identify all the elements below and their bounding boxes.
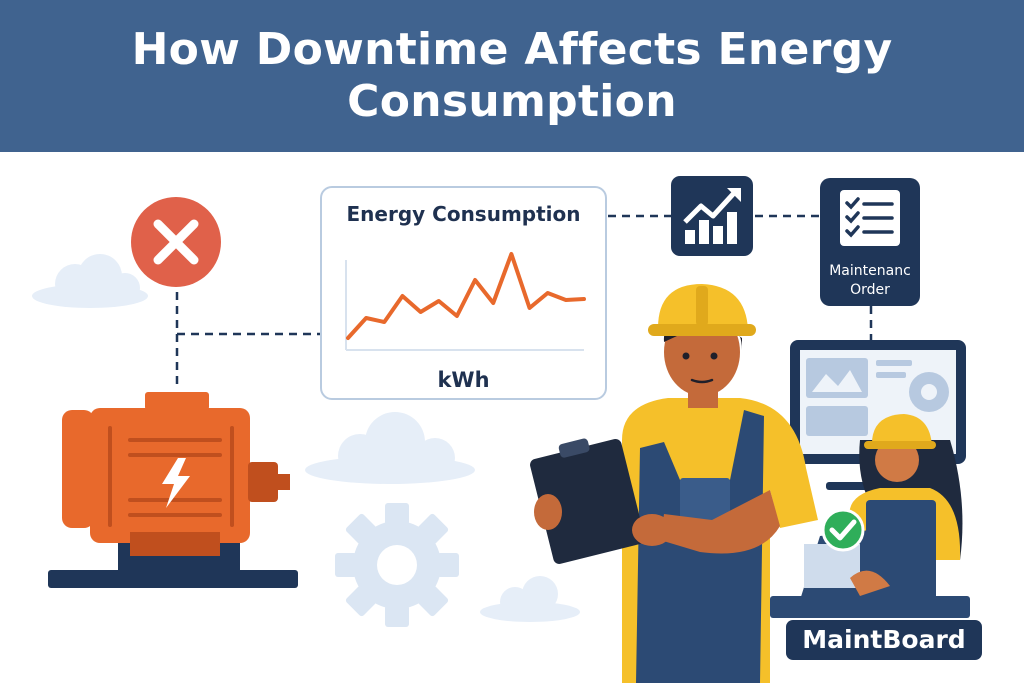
chart-title: Energy Consumption — [346, 202, 581, 226]
header-banner: How Downtime Affects Energy Consumption — [0, 0, 1024, 152]
maintenance-order-card[interactable]: Maintenanc Order — [820, 178, 920, 306]
cloud-icon — [305, 412, 475, 484]
cloud-icon — [32, 254, 148, 308]
trend-card — [671, 176, 753, 256]
gear-icon — [335, 503, 459, 627]
trend-up-icon — [683, 188, 741, 244]
chart-unit-label: kWh — [437, 368, 490, 392]
energy-line-chart — [345, 252, 586, 351]
cloud-icon — [480, 576, 580, 622]
brand-logo: MaintBoard — [786, 620, 982, 660]
page-title: How Downtime Affects Energy Consumption — [131, 24, 893, 127]
energy-series-line — [346, 252, 586, 340]
energy-chart-card: Energy Consumption kWh — [320, 186, 607, 400]
checklist-icon — [840, 190, 900, 246]
maintenance-order-label: Maintenanc Order — [829, 263, 911, 298]
connector-lines — [175, 214, 873, 390]
